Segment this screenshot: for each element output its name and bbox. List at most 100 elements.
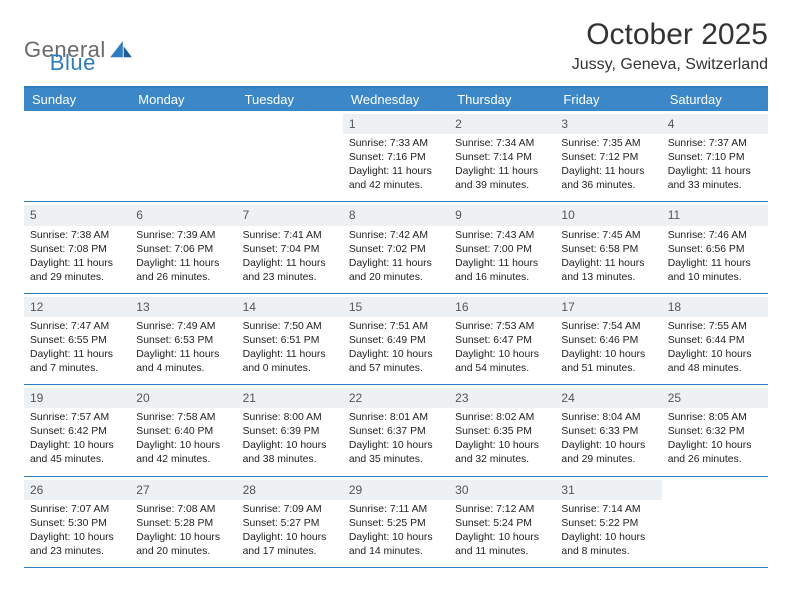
day2-text: and 48 minutes. (668, 362, 762, 376)
week-row: 5Sunrise: 7:38 AMSunset: 7:08 PMDaylight… (24, 202, 768, 293)
dow-monday: Monday (130, 88, 236, 111)
sunrise-text: Sunrise: 7:35 AM (561, 137, 655, 151)
day1-text: Daylight: 10 hours (243, 439, 337, 453)
sunrise-text: Sunrise: 7:14 AM (561, 503, 655, 517)
sunset-text: Sunset: 7:08 PM (30, 243, 124, 257)
sunset-text: Sunset: 6:55 PM (30, 334, 124, 348)
day1-text: Daylight: 11 hours (243, 257, 337, 271)
sunrise-text: Sunrise: 7:38 AM (30, 229, 124, 243)
day1-text: Daylight: 10 hours (455, 439, 549, 453)
day-number: 24 (555, 388, 661, 408)
day2-text: and 29 minutes. (561, 453, 655, 467)
day-cell: 21 Sunrise: 8:00 AMSunset: 6:39 PMDayligh… (237, 385, 343, 475)
day2-text: and 32 minutes. (455, 453, 549, 467)
day-number: 2 (449, 114, 555, 134)
day1-text: Daylight: 10 hours (561, 531, 655, 545)
day-cell: 18Sunrise: 7:55 AMSunset: 6:44 PMDayligh… (662, 294, 768, 384)
sunrise-text: Sunrise: 7:54 AM (561, 320, 655, 334)
sunrise-text: Sunrise: 7:58 AM (136, 411, 230, 425)
day-cell: 31Sunrise: 7:14 AMSunset: 5:22 PMDayligh… (555, 477, 661, 567)
sunrise-text: Sunrise: 7:53 AM (455, 320, 549, 334)
sunrise-text: Sunrise: 7:51 AM (349, 320, 443, 334)
sunset-text: Sunset: 7:14 PM (455, 151, 549, 165)
day2-text: and 10 minutes. (668, 271, 762, 285)
day2-text: and 13 minutes. (561, 271, 655, 285)
sunset-text: Sunset: 7:00 PM (455, 243, 549, 257)
sunset-text: Sunset: 5:30 PM (30, 517, 124, 531)
day1-text: Daylight: 11 hours (243, 348, 337, 362)
day-number: 22 (343, 388, 449, 408)
sunset-text: Sunset: 5:24 PM (455, 517, 549, 531)
sunset-text: Sunset: 6:46 PM (561, 334, 655, 348)
sunset-text: Sunset: 5:27 PM (243, 517, 337, 531)
day2-text: and 20 minutes. (349, 271, 443, 285)
day-cell: 5 Sunrise: 7:38 AMSunset: 7:08 PMDaylight… (24, 202, 130, 292)
day1-text: Daylight: 10 hours (30, 439, 124, 453)
sunset-text: Sunset: 5:28 PM (136, 517, 230, 531)
sunrise-text: Sunrise: 8:00 AM (243, 411, 337, 425)
dow-saturday: Saturday (662, 88, 768, 111)
sunset-text: Sunset: 6:53 PM (136, 334, 230, 348)
sunset-text: Sunset: 5:22 PM (561, 517, 655, 531)
sunset-text: Sunset: 7:10 PM (668, 151, 762, 165)
day-number: 5 (24, 205, 130, 225)
day-cell: 26Sunrise: 7:07 AMSunset: 5:30 PMDayligh… (24, 477, 130, 567)
day-cell: 30Sunrise: 7:12 AMSunset: 5:24 PMDayligh… (449, 477, 555, 567)
sunset-text: Sunset: 6:35 PM (455, 425, 549, 439)
day-cell: 14Sunrise: 7:50 AMSunset: 6:51 PMDayligh… (237, 294, 343, 384)
day-number: 28 (237, 480, 343, 500)
day-number: 6 (130, 205, 236, 225)
day-cell: 13Sunrise: 7:49 AMSunset: 6:53 PMDayligh… (130, 294, 236, 384)
day-cell: 16Sunrise: 7:53 AMSunset: 6:47 PMDayligh… (449, 294, 555, 384)
day1-text: Daylight: 10 hours (349, 348, 443, 362)
day-cell: 7Sunrise: 7:41 AMSunset: 7:04 PMDaylight… (237, 202, 343, 292)
day-cell: 22Sunrise: 8:01 AMSunset: 6:37 PMDayligh… (343, 385, 449, 475)
location: Jussy, Geneva, Switzerland (572, 56, 768, 74)
day-cell (237, 111, 343, 201)
day-cell: 29Sunrise: 7:11 AMSunset: 5:25 PMDayligh… (343, 477, 449, 567)
day1-text: Daylight: 11 hours (30, 257, 124, 271)
day-number: 21 (237, 388, 343, 408)
day-number: 27 (130, 480, 236, 500)
day-cell: 1Sunrise: 7:33 AMSunset: 7:16 PMDaylight… (343, 111, 449, 201)
sunset-text: Sunset: 7:06 PM (136, 243, 230, 257)
day1-text: Daylight: 11 hours (455, 165, 549, 179)
sunrise-text: Sunrise: 8:04 AM (561, 411, 655, 425)
day1-text: Daylight: 11 hours (349, 165, 443, 179)
day2-text: and 26 minutes. (136, 271, 230, 285)
sunrise-text: Sunrise: 7:34 AM (455, 137, 549, 151)
day-cell: 28Sunrise: 7:09 AMSunset: 5:27 PMDayligh… (237, 477, 343, 567)
day-cell: 24Sunrise: 8:04 AMSunset: 6:33 PMDayligh… (555, 385, 661, 475)
day-number: 19 (24, 388, 130, 408)
weekday-header: Sunday Monday Tuesday Wednesday Thursday… (24, 88, 768, 111)
day1-text: Daylight: 11 hours (668, 257, 762, 271)
sunrise-text: Sunrise: 7:45 AM (561, 229, 655, 243)
day2-text: and 35 minutes. (349, 453, 443, 467)
day1-text: Daylight: 10 hours (136, 439, 230, 453)
day-number: 17 (555, 297, 661, 317)
sunset-text: Sunset: 6:56 PM (668, 243, 762, 257)
day2-text: and 16 minutes. (455, 271, 549, 285)
day-number: 25 (662, 388, 768, 408)
day-cell: 10Sunrise: 7:45 AMSunset: 6:58 PMDayligh… (555, 202, 661, 292)
day1-text: Daylight: 10 hours (30, 531, 124, 545)
day-cell: 2 Sunrise: 7:34 AMSunset: 7:14 PMDaylight… (449, 111, 555, 201)
day1-text: Daylight: 11 hours (136, 257, 230, 271)
day2-text: and 33 minutes. (668, 179, 762, 193)
day-number: 30 (449, 480, 555, 500)
day-cell: 17Sunrise: 7:54 AMSunset: 6:46 PMDayligh… (555, 294, 661, 384)
week-row: 26Sunrise: 7:07 AMSunset: 5:30 PMDayligh… (24, 477, 768, 568)
day2-text: and 36 minutes. (561, 179, 655, 193)
week-row: 1Sunrise: 7:33 AMSunset: 7:16 PMDaylight… (24, 111, 768, 202)
dow-friday: Friday (555, 88, 661, 111)
day-cell: 27Sunrise: 7:08 AMSunset: 5:28 PMDayligh… (130, 477, 236, 567)
sunset-text: Sunset: 6:39 PM (243, 425, 337, 439)
sunset-text: Sunset: 6:32 PM (668, 425, 762, 439)
sunrise-text: Sunrise: 7:08 AM (136, 503, 230, 517)
day1-text: Daylight: 10 hours (455, 531, 549, 545)
calendar-body: 1Sunrise: 7:33 AMSunset: 7:16 PMDaylight… (24, 111, 768, 568)
month-title: October 2025 (572, 18, 768, 52)
day-number: 20 (130, 388, 236, 408)
day1-text: Daylight: 11 hours (455, 257, 549, 271)
sunset-text: Sunset: 5:25 PM (349, 517, 443, 531)
